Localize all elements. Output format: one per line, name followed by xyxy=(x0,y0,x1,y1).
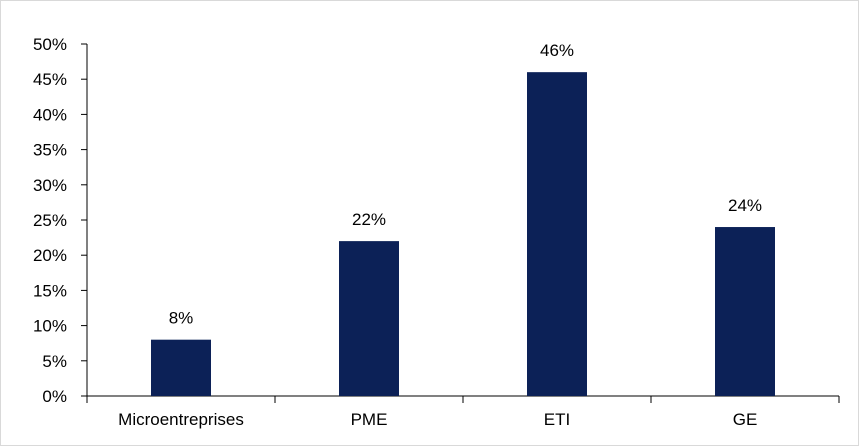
data-label-ge: 24% xyxy=(728,196,762,215)
x-axis xyxy=(86,395,840,403)
bars xyxy=(151,72,775,396)
y-tick-label: 0% xyxy=(42,387,67,406)
data-label-eti: 46% xyxy=(540,41,574,60)
category-label-microentreprises: Microentreprises xyxy=(118,410,244,429)
y-tick-label: 30% xyxy=(33,176,67,195)
category-label-eti: ETI xyxy=(544,410,570,429)
bar-ge xyxy=(715,227,775,396)
y-tick-label: 40% xyxy=(33,105,67,124)
category-label-ge: GE xyxy=(733,410,758,429)
data-label-microentreprises: 8% xyxy=(169,309,194,328)
bar-pme xyxy=(339,241,399,396)
y-tick-label: 45% xyxy=(33,70,67,89)
bar-microentreprises xyxy=(151,339,211,396)
y-tick-label: 50% xyxy=(33,35,67,54)
y-tick-label: 35% xyxy=(33,141,67,160)
data-label-pme: 22% xyxy=(352,210,386,229)
y-tick-label: 15% xyxy=(33,281,67,300)
y-tick-label: 20% xyxy=(33,246,67,265)
category-labels: Microentreprises PME ETI GE xyxy=(118,410,757,429)
category-label-pme: PME xyxy=(351,410,388,429)
y-tick-label: 25% xyxy=(33,211,67,230)
data-labels: 8% 22% 46% 24% xyxy=(169,41,762,328)
y-tick-label: 10% xyxy=(33,317,67,336)
bar-eti xyxy=(527,72,587,396)
y-tick-label: 5% xyxy=(42,352,67,371)
y-axis: 0% 5% 10% 15% 20% 25% 30% 35% 40% 45% 50% xyxy=(33,35,88,406)
